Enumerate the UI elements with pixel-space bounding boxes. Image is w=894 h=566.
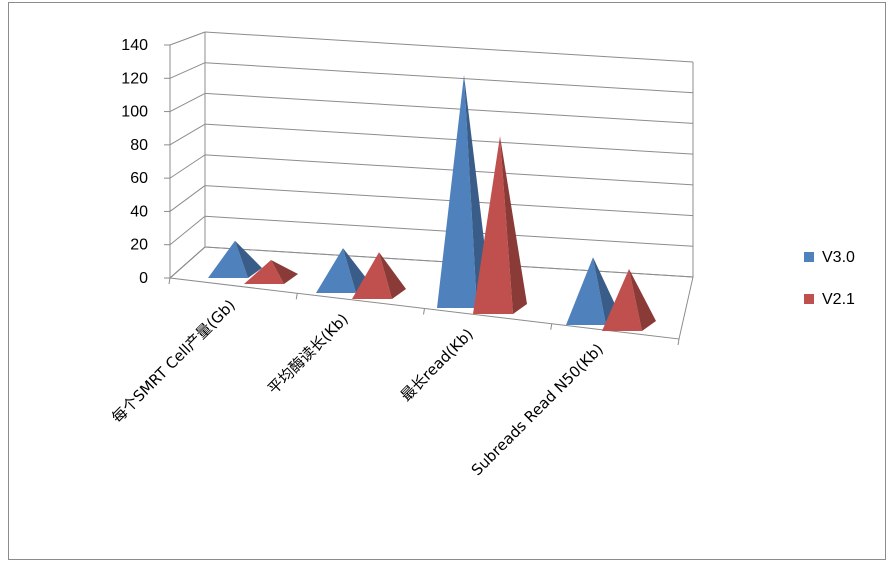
y-tick-label-7: 140 bbox=[121, 37, 148, 54]
y-tick-label-1: 20 bbox=[130, 237, 148, 254]
y-tick-label-3: 60 bbox=[130, 170, 148, 187]
x-tick-mark-4 bbox=[677, 338, 680, 346]
gridline-side-2 bbox=[169, 185, 206, 212]
gridline-side-3 bbox=[169, 154, 206, 179]
gridline-back-4 bbox=[204, 123, 694, 155]
gridline-side-7 bbox=[169, 31, 206, 46]
pyramid-front-face bbox=[566, 257, 606, 325]
pyramid-V2.1-0 bbox=[244, 260, 298, 284]
x-tick-mark-3 bbox=[550, 323, 553, 330]
category-label-1: 平均酶读长(Kb) bbox=[264, 310, 352, 398]
pyramid-V2.1-1 bbox=[352, 252, 406, 299]
x-tick-mark-2 bbox=[423, 308, 425, 315]
gridline-side-4 bbox=[169, 123, 206, 146]
pyramid-V2.1-2 bbox=[473, 136, 527, 314]
y-tick-label-4: 80 bbox=[130, 137, 148, 154]
pyramid-side-face bbox=[271, 260, 298, 284]
gridline-side-0 bbox=[169, 246, 206, 279]
pyramid-side-face bbox=[379, 252, 406, 299]
gridline-side-5 bbox=[169, 92, 206, 113]
pyramid-front-face bbox=[602, 269, 642, 331]
pyramid-front-face bbox=[352, 252, 392, 299]
pyramid-front-face bbox=[244, 260, 284, 284]
x-tick-mark-0 bbox=[168, 277, 171, 285]
y-tick-label-6: 120 bbox=[121, 70, 148, 87]
legend-label-1: V2.1 bbox=[822, 291, 855, 308]
pyramid-front-face bbox=[473, 136, 513, 314]
gridline-back-5 bbox=[204, 92, 694, 124]
gridline-side-6 bbox=[169, 62, 206, 79]
gridline-back-6 bbox=[204, 62, 694, 94]
x-tick-mark-1 bbox=[295, 293, 298, 300]
pyramid-front-face bbox=[208, 240, 248, 278]
pyramid-front-face bbox=[437, 75, 477, 308]
pyramid-side-face bbox=[235, 240, 262, 278]
pyramid-V3.0-0 bbox=[208, 240, 262, 278]
pyramid-V2.1-3 bbox=[602, 269, 656, 331]
category-label-3: Subreads Read N50(Kb) bbox=[468, 340, 607, 479]
pyramid-front-face bbox=[316, 248, 356, 293]
category-label-0: 每个SMRT Cell产量(Gb) bbox=[108, 296, 239, 427]
gridline-back-7 bbox=[204, 31, 694, 63]
back-wall bbox=[205, 32, 693, 277]
gridline-back-2 bbox=[204, 185, 694, 217]
pyramid-side-face bbox=[500, 136, 527, 314]
y-tick-label-5: 100 bbox=[121, 104, 148, 121]
legend-label-0: V3.0 bbox=[822, 249, 855, 266]
legend-swatch-1 bbox=[804, 294, 814, 304]
legend-swatch-0 bbox=[804, 252, 814, 262]
y-tick-label-2: 40 bbox=[130, 203, 148, 220]
gridline-side-1 bbox=[169, 215, 206, 246]
y-tick-label-0: 0 bbox=[139, 270, 148, 287]
pyramid-side-face bbox=[629, 269, 656, 331]
gridline-back-3 bbox=[204, 154, 694, 186]
category-label-2: 最长read(Kb) bbox=[397, 325, 477, 405]
